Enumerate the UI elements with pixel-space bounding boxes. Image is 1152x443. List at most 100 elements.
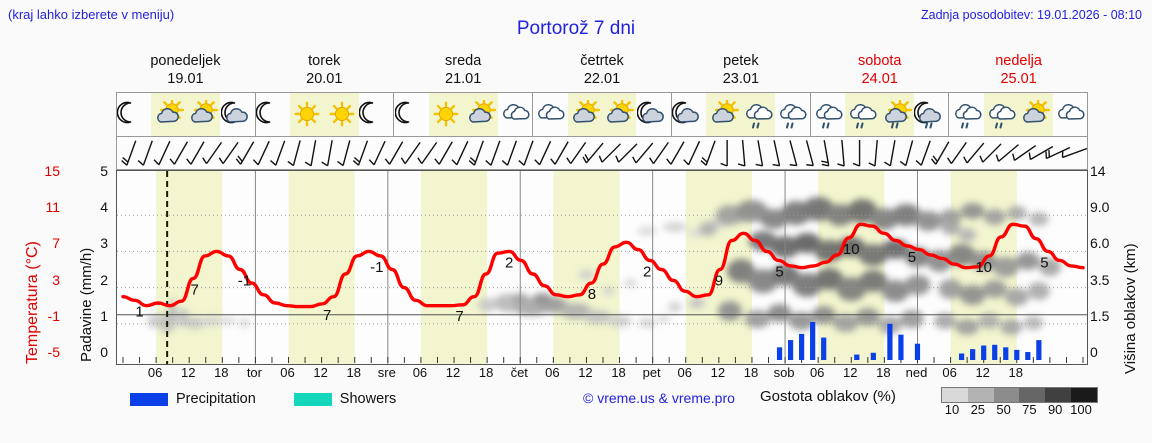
- day-name: sreda: [445, 53, 482, 69]
- x-tick-18-14: 18: [611, 365, 626, 380]
- x-tick-tor-3: tor: [246, 365, 262, 380]
- moon-icon: [359, 93, 393, 136]
- day-date: 19.01: [167, 71, 204, 87]
- x-tick-12-13: 12: [578, 365, 593, 380]
- x-tick-12-25: 12: [975, 365, 990, 380]
- x-tick-06-12: 06: [545, 365, 560, 380]
- showers-legend-label: Showers: [339, 391, 397, 407]
- svg-text:5: 5: [775, 263, 783, 280]
- temperature-tick-4: -1: [47, 307, 60, 324]
- icon-day-1: [255, 93, 395, 136]
- day-name: ponedeljek: [150, 53, 221, 69]
- wind-barb-band: [116, 137, 1088, 170]
- cloud-density-tick-4: 90: [1047, 402, 1063, 417]
- sun-icon: [290, 93, 325, 136]
- precipitation-legend-label: Precipitation: [176, 391, 256, 407]
- cloud-rain-icon: [949, 93, 983, 136]
- cloud-density-color-bar: [941, 387, 1098, 403]
- icon-day-3: [533, 93, 672, 136]
- x-tick-sob-19: sob: [773, 365, 795, 380]
- day-name: petek: [723, 53, 759, 69]
- cloud-density-legend-title: Gostota oblakov (%): [760, 388, 896, 405]
- cloud-density-tick-1: 25: [970, 402, 986, 417]
- precipitation-tick-2: 3: [100, 235, 108, 252]
- day-header-3: četrtek 22.01: [533, 52, 672, 90]
- icon-day-0: [117, 93, 256, 136]
- cloud-density-tick-0: 10: [944, 402, 960, 417]
- x-tick-18-6: 18: [346, 365, 361, 380]
- last-update-info: Zadnja posodobitev: 19.01.2026 - 08:10: [920, 8, 1142, 22]
- svg-text:9: 9: [715, 273, 723, 290]
- temperature-tick-5: -5: [47, 344, 60, 360]
- cloud-density-swatch-5: [1071, 388, 1097, 402]
- moon-icon: [117, 93, 151, 136]
- cloud-height-axis-title: Višina oblakov (km): [1120, 168, 1146, 378]
- cloud-rain-icon: [775, 93, 809, 136]
- icon-day-4: [672, 93, 811, 136]
- sun-cloud-icon: [151, 93, 186, 136]
- copyright-link[interactable]: © vreme.us & vreme.pro: [583, 390, 735, 406]
- sun-icon: [428, 93, 464, 136]
- day-header-4: petek 23.01: [671, 52, 810, 90]
- x-tick-06-20: 06: [809, 365, 825, 380]
- cloud-density-tick-3: 75: [1022, 402, 1037, 417]
- day-name: četrtek: [580, 53, 624, 69]
- icon-day-6: [949, 93, 1087, 136]
- precipitation-color-swatch: [130, 392, 168, 406]
- sun-cloud-icon: [1018, 93, 1053, 136]
- precipitation-tick-4: 1: [100, 307, 108, 324]
- temperature-tick-2: 7: [52, 235, 60, 252]
- svg-text:7: 7: [191, 282, 199, 299]
- x-tick-18-2: 18: [214, 365, 229, 380]
- page-title: Portorož 7 dni: [516, 18, 636, 39]
- cloud-height-tick-3: 3.5: [1090, 271, 1110, 288]
- day-name: sobota: [857, 53, 902, 69]
- x-tick-čet-11: čet: [510, 365, 528, 380]
- x-tick-12-21: 12: [843, 365, 858, 380]
- temperature-tick-0: 15: [44, 163, 60, 179]
- sun-cloud-icon: [567, 93, 603, 136]
- x-tick-06-8: 06: [412, 365, 428, 380]
- cloud-rain-icon: [811, 93, 845, 136]
- sun-cloud-icon: [185, 93, 221, 136]
- day-header-5: sobota 24.01: [810, 52, 949, 90]
- x-tick-18-18: 18: [743, 365, 759, 380]
- x-axis-tick-labels: 06 12 18 tor 06 12 18 sre 06 12 18 čet 06 12 18 pet 06 12…: [116, 365, 1088, 383]
- sun-cloud-rain-icon: [879, 93, 914, 136]
- svg-text:-1: -1: [370, 259, 383, 276]
- moon-icon: [394, 93, 428, 136]
- cloud-density-tick-labels: 10 25 50 75 90 100: [938, 402, 1103, 418]
- cloud-height-tick-1: 9.0: [1090, 199, 1110, 216]
- precipitation-tick-3: 2: [100, 271, 108, 288]
- cloud-density-swatch-2: [993, 388, 1020, 402]
- x-tick-12-9: 12: [445, 365, 461, 380]
- x-tick-12-5: 12: [313, 365, 328, 380]
- day-header-2: sreda 21.01: [394, 52, 533, 90]
- x-tick-12-1: 12: [180, 365, 196, 380]
- svg-text:5: 5: [908, 249, 916, 266]
- forecast-plot: 1 7 -1 7 -1 7 2 8 2 9 5 10 5 10 5: [116, 170, 1088, 365]
- svg-text:8: 8: [588, 286, 596, 303]
- moon-cloud-icon: [672, 93, 706, 136]
- svg-text:7: 7: [455, 308, 463, 325]
- cloud-icon: [498, 93, 532, 136]
- cloud-density-swatch-3: [1019, 388, 1046, 402]
- day-date: 24.01: [861, 71, 898, 87]
- x-tick-06-16: 06: [677, 365, 692, 380]
- cloud-height-axis-label: Višina oblakov (km): [1122, 243, 1139, 374]
- cloud-density-tick-5: 100: [1070, 402, 1092, 417]
- day-header-1: torek 20.01: [255, 52, 394, 90]
- x-tick-06-24: 06: [942, 365, 957, 380]
- temperature-tick-1: 11: [45, 199, 60, 216]
- day-name: torek: [308, 53, 341, 69]
- sun-cloud-icon: [706, 93, 741, 136]
- svg-text:-1: -1: [238, 273, 251, 290]
- cloud-density-swatch-4: [1045, 388, 1072, 402]
- cloud-rain-icon: [845, 93, 880, 136]
- precipitation-tick-0: 5: [100, 163, 108, 179]
- precipitation-tick-1: 4: [100, 199, 108, 216]
- x-tick-sre-7: sre: [377, 365, 396, 380]
- temperature-tick-3: 3: [52, 271, 60, 288]
- cloud-density-swatch-0: [942, 388, 968, 402]
- x-tick-06-4: 06: [280, 365, 295, 380]
